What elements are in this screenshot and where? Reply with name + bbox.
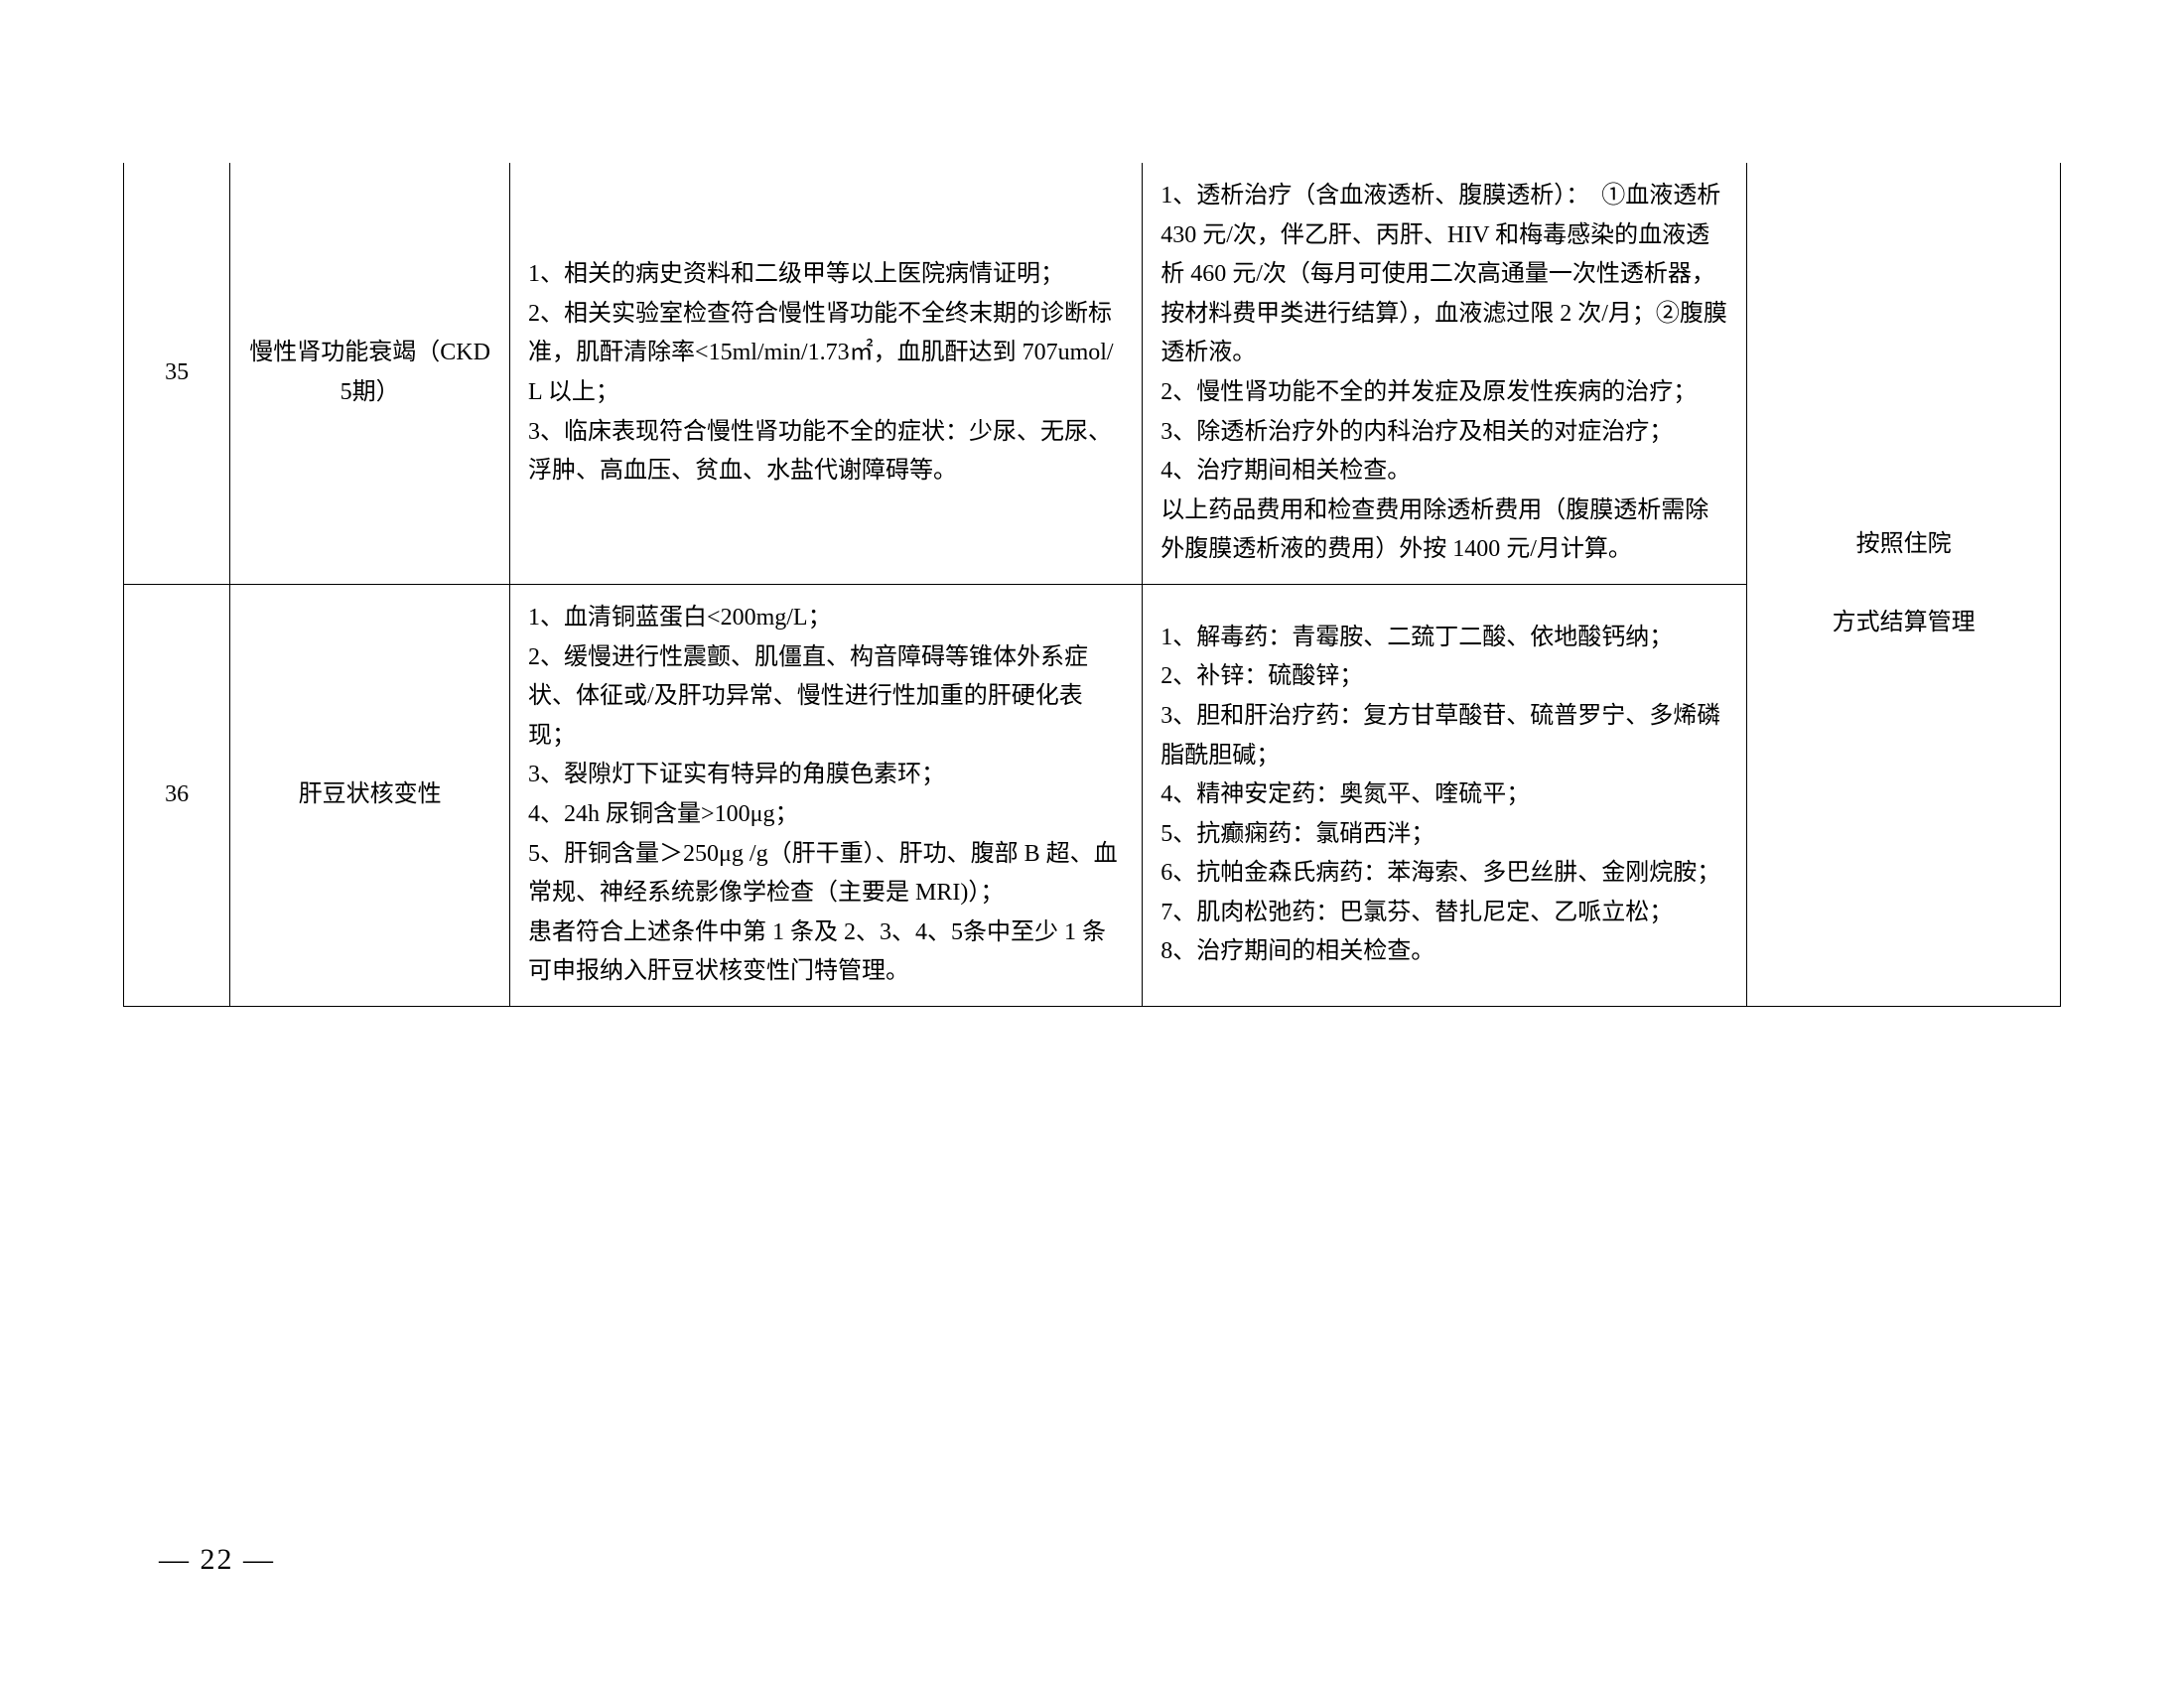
row-number: 35 <box>124 163 230 584</box>
page-container: 35 慢性肾功能衰竭（CKD5期） 1、相关的病史资料和二级甲等以上医院病情证明… <box>0 0 2184 1007</box>
row-disease-name: 肝豆状核变性 <box>230 584 510 1006</box>
row-treatment: 1、解毒药：青霉胺、二巯丁二酸、依地酸钙纳； 2、补锌：硫酸锌； 3、胆和肝治疗… <box>1143 584 1747 1006</box>
table-row: 35 慢性肾功能衰竭（CKD5期） 1、相关的病史资料和二级甲等以上医院病情证明… <box>124 163 2061 584</box>
page-number: — 22 — <box>159 1543 275 1577</box>
row-treatment: 1、透析治疗（含血液透析、腹膜透析）： ①血液透析 430 元/次，伴乙肝、丙肝… <box>1143 163 1747 584</box>
row-disease-name: 慢性肾功能衰竭（CKD5期） <box>230 163 510 584</box>
row-criteria: 1、相关的病史资料和二级甲等以上医院病情证明； 2、相关实验室检查符合慢性肾功能… <box>510 163 1143 584</box>
disease-table: 35 慢性肾功能衰竭（CKD5期） 1、相关的病史资料和二级甲等以上医院病情证明… <box>123 163 2061 1007</box>
row-criteria: 1、血清铜蓝蛋白<200mg/L； 2、缓慢进行性震颤、肌僵直、构音障碍等锥体外… <box>510 584 1143 1006</box>
row-management: 按照住院 方式结算管理 <box>1747 163 2061 1006</box>
row-number: 36 <box>124 584 230 1006</box>
